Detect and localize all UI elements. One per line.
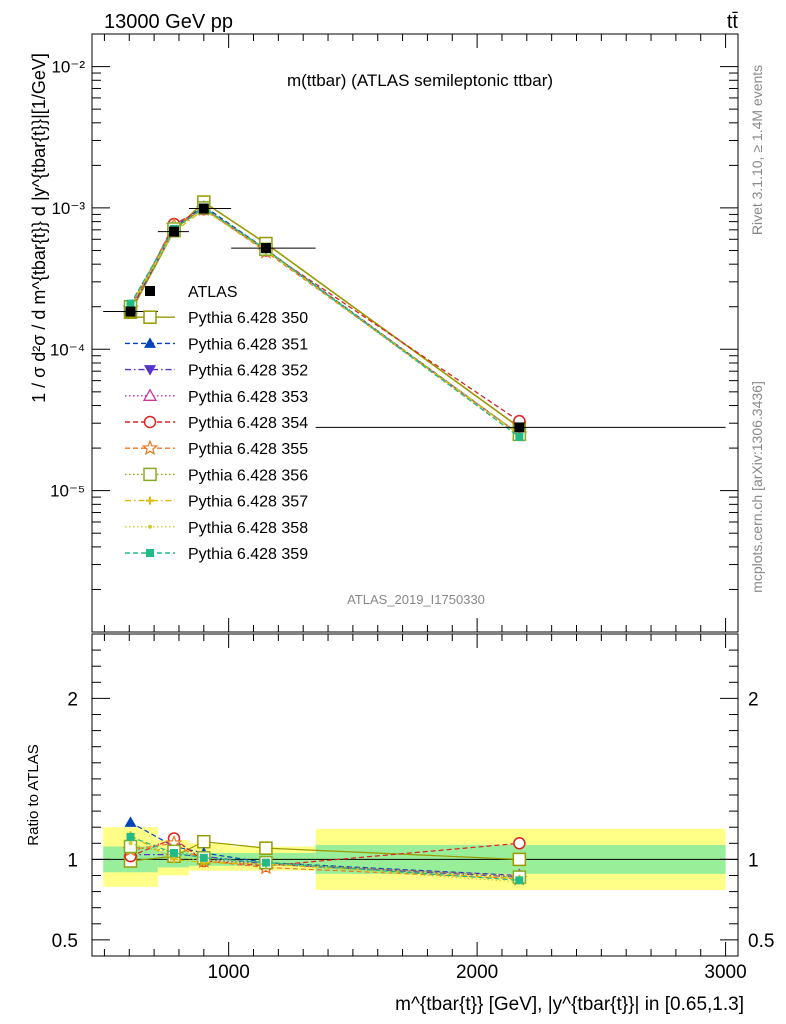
legend-marker <box>143 310 157 324</box>
ratio-y-tick-label: 1 <box>67 850 78 871</box>
ratio-series-line <box>130 842 520 880</box>
header-right-label: tt̄ <box>727 11 739 33</box>
legend-marker <box>143 467 157 482</box>
legend: ATLAS Pythia 6.428 350 Pythia 6.428 351 Pyt… <box>125 284 308 563</box>
legend-label: Pythia 6.428 350 <box>188 310 308 327</box>
y-tick-label: 10⁻³ <box>51 199 85 218</box>
legend-label: ATLAS <box>188 284 238 301</box>
main-title: m(ttbar) (ATLAS semileptonic ttbar) <box>287 71 553 90</box>
data-point <box>198 203 209 214</box>
analysis-id-label: ATLAS_2019_I1750330 <box>347 592 485 607</box>
legend-label: Pythia 6.428 356 <box>188 467 308 484</box>
data-point <box>168 226 179 237</box>
legend-marker <box>146 496 154 505</box>
y-tick-label: 10⁻⁴ <box>50 340 85 359</box>
legend-marker <box>145 286 155 296</box>
legend-marker <box>146 549 154 557</box>
ratio-series-marker <box>169 848 178 857</box>
ratio-y-axis-label: Ratio to ATLAS <box>25 744 42 845</box>
x-tick-label: 2000 <box>456 962 498 983</box>
legend-marker <box>143 415 157 429</box>
main-panel: 10⁻² 10⁻³ 10⁻⁴ 10⁻⁵ m(ttbar) (ATLAS semilep… <box>50 33 739 633</box>
x-tick-label: 3000 <box>704 962 746 983</box>
ratio-y-tick-label: 0.5 <box>748 931 774 952</box>
legend-label: Pythia 6.428 353 <box>188 389 308 406</box>
ratio-series-line <box>130 834 520 880</box>
legend-label: Pythia 6.428 354 <box>188 415 308 432</box>
ratio-y-tick-label: 0.5 <box>52 931 78 952</box>
ratio-series-marker <box>124 816 137 827</box>
header-left-label: 13000 GeV pp <box>104 11 233 33</box>
ratio-series-marker <box>513 837 526 850</box>
x-tick-label: 1000 <box>208 962 250 983</box>
ratio-series-marker <box>512 852 527 867</box>
legend-label: Pythia 6.428 357 <box>188 494 308 511</box>
ratio-panel: 2 2 1 1 0.5 0.5 1000 2000 3000 <box>52 633 774 983</box>
ratio-series-marker <box>515 876 524 885</box>
ratio-y-tick-label: 2 <box>748 689 759 710</box>
y-tick-label: 10⁻⁵ <box>50 482 85 501</box>
legend-marker <box>142 388 158 401</box>
data-point <box>514 422 525 433</box>
legend-marker <box>148 524 152 529</box>
ratio-y-tick-label: 2 <box>67 689 78 710</box>
ratio-series-marker <box>197 834 211 849</box>
legend-label: Pythia 6.428 355 <box>188 441 308 458</box>
ratio-series-marker <box>199 853 208 862</box>
data-point <box>260 243 271 254</box>
ratio-series-marker <box>126 832 135 841</box>
legend-marker <box>144 365 156 376</box>
main-plot-frame <box>91 33 739 633</box>
x-axis-label: m^{tbar{t}} [GeV], |y^{tbar{t}}| in [0.6… <box>395 994 744 1015</box>
data-point <box>125 306 136 317</box>
legend-marker <box>141 439 159 456</box>
ratio-series-line <box>130 845 520 878</box>
legend-label: Pythia 6.428 352 <box>188 363 308 380</box>
mc-series-marker <box>515 432 524 441</box>
mc-series-marker <box>126 299 135 308</box>
ratio-series-marker <box>128 841 133 846</box>
ratio-plot-frame <box>91 633 739 957</box>
legend-marker <box>144 337 156 348</box>
legend-label: Pythia 6.428 351 <box>188 336 308 353</box>
ratio-series-marker <box>259 841 273 855</box>
legend-label: Pythia 6.428 358 <box>188 520 308 537</box>
ratio-series-marker <box>261 858 270 867</box>
main-y-axis-label: 1 / σ d²σ / d m^{tbar{t}} d |y^{tbar{t}}… <box>29 53 49 403</box>
ratio-y-tick-label: 1 <box>748 850 759 871</box>
mcplots-label: mcplots.cern.ch [arXiv:1306.3436] <box>749 381 765 593</box>
y-tick-label: 10⁻² <box>51 58 85 77</box>
rivet-version-label: Rivet 3.1.10, ≥ 1.4M events <box>749 65 765 235</box>
legend-label: Pythia 6.428 359 <box>188 546 308 563</box>
